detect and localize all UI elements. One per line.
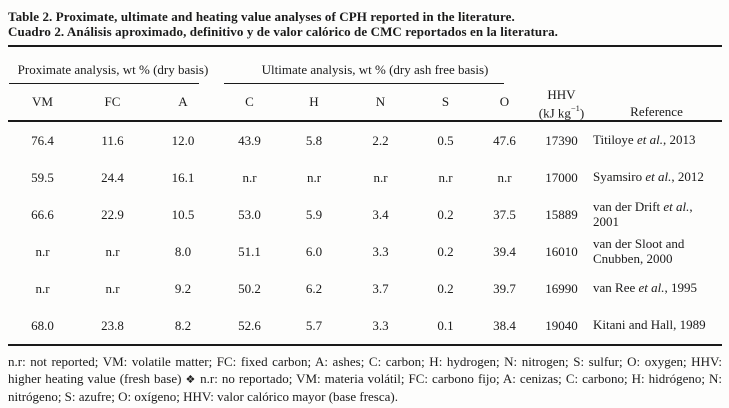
cell-h: 6.0 [305, 243, 323, 259]
cell-o: 47.6 [493, 132, 516, 148]
cell-o: 37.5 [493, 206, 516, 222]
proximate-group-header: Proximate analysis, wt % (dry basis) [8, 46, 218, 84]
footnote-spanish: n.r: no reportado; VM: materia volátil; … [8, 371, 722, 404]
cell-s: 0.2 [437, 206, 454, 222]
cell-o: 39.7 [493, 280, 516, 296]
cell-reference: van Ree et al., 1995 [593, 280, 697, 296]
hhv-unit-superscript: −1 [570, 102, 580, 113]
cell-h: 5.9 [305, 206, 323, 222]
footnote-english: n.r: not reported; VM: volatile matter; … [8, 354, 722, 386]
cell-hhv: 17000 [545, 169, 578, 185]
cell-a: 12.0 [171, 132, 195, 148]
cell-c: 52.6 [218, 307, 281, 346]
cell-hhv: 16990 [545, 280, 578, 296]
cell-vm: 66.6 [31, 206, 54, 222]
cell-vm: 76.4 [31, 132, 54, 148]
cell-c: 50.2 [238, 280, 261, 296]
cell-h: n.r [306, 169, 322, 185]
table-row: 59.5 24.4 16.1 n.r n.r n.r n.r n.r 17000… [8, 159, 722, 196]
cell-s: 0.1 [414, 307, 477, 346]
cell-n: n.r [373, 169, 388, 185]
hhv-label: HHV [547, 86, 576, 102]
cell-h: 5.7 [281, 307, 347, 346]
cell-a: 9.2 [174, 280, 192, 296]
table-footnote: n.r: not reported; VM: volatile matter; … [8, 353, 722, 405]
ultimate-underline [224, 83, 504, 84]
col-header-c: C [218, 84, 281, 122]
cell-s: 0.2 [437, 243, 454, 259]
table-row: 76.4 11.6 12.0 43.9 5.8 2.2 0.5 47.6 173… [8, 121, 722, 159]
cell-a: 16.1 [171, 169, 195, 185]
sub-header-row: VM FC A C H N S O [8, 84, 722, 122]
reference-column-header: Reference [591, 46, 722, 122]
hhv-column-header: HHV (kJ kg−1) [532, 46, 591, 122]
col-header-h: H [281, 84, 347, 122]
analysis-table: Proximate analysis, wt % (dry basis) Ult… [8, 45, 722, 346]
table-row: 68.0 23.8 8.2 52.6 5.7 3.3 0.1 38.4 1904… [8, 307, 722, 346]
col-header-n: N [347, 84, 414, 122]
cell-c: 43.9 [238, 132, 261, 148]
ultimate-group-label: Ultimate analysis, wt % (dry ash free ba… [261, 62, 489, 77]
cell-fc: 22.9 [101, 206, 124, 222]
cell-o: 39.4 [493, 243, 516, 259]
table-title-english: Table 2. Proximate, ultimate and heating… [8, 9, 515, 24]
table-row: n.r n.r 9.2 50.2 6.2 3.7 0.2 39.7 16990 … [8, 270, 722, 307]
cell-hhv: 15889 [545, 206, 578, 222]
cell-reference: van der Drift et al., 2001 [593, 199, 693, 229]
cell-reference: Syamsiro et al., 2012 [593, 169, 704, 185]
table-title-spanish: Cuadro 2. Análisis aproximado, definitiv… [8, 24, 559, 39]
cell-s: n.r [438, 169, 453, 185]
proximate-underline [9, 83, 199, 84]
cell-hhv: 16010 [545, 243, 578, 259]
cell-fc: n.r [105, 243, 120, 259]
table-caption: Table 2. Proximate, ultimate and heating… [8, 9, 722, 39]
cell-fc: 24.4 [101, 169, 124, 185]
cell-c: 53.0 [238, 206, 261, 222]
cell-reference: Titiloye et al., 2013 [593, 132, 696, 148]
table-row: 66.6 22.9 10.5 53.0 5.9 3.4 0.2 37.5 158… [8, 196, 722, 233]
cell-vm: n.r [35, 280, 50, 296]
cell-a: 8.0 [174, 243, 192, 259]
cell-h: 6.2 [305, 280, 323, 296]
cell-s: 0.5 [437, 132, 454, 148]
cell-h: 5.8 [305, 132, 323, 148]
table-header: Proximate analysis, wt % (dry basis) Ult… [8, 46, 722, 122]
cell-fc: 11.6 [101, 132, 124, 148]
col-header-o: O [477, 84, 532, 122]
group-header-row: Proximate analysis, wt % (dry basis) Ult… [8, 46, 722, 122]
hhv-unit: (kJ kg−1) [538, 102, 585, 120]
proximate-group-label: Proximate analysis, wt % (dry basis) [17, 62, 209, 77]
cell-c: 51.1 [238, 243, 261, 259]
col-header-fc: FC [77, 84, 148, 122]
cell-hhv: 17390 [545, 132, 578, 148]
cell-n: 3.4 [372, 206, 389, 222]
cell-o: 38.4 [477, 307, 532, 346]
cell-fc: 23.8 [77, 307, 148, 346]
cell-c: n.r [242, 169, 257, 185]
cell-reference: Kitani and Hall, 1989 [591, 307, 722, 346]
cell-n: 3.3 [372, 243, 389, 259]
table-body: 76.4 11.6 12.0 43.9 5.8 2.2 0.5 47.6 173… [8, 121, 722, 346]
cell-vm: 59.5 [31, 169, 54, 185]
cell-n: 3.7 [372, 280, 389, 296]
cell-s: 0.2 [437, 280, 454, 296]
table-row: n.r n.r 8.0 51.1 6.0 3.3 0.2 39.4 16010 … [8, 233, 722, 270]
col-header-s: S [414, 84, 477, 122]
cell-vm: 68.0 [8, 307, 77, 346]
cell-n: 3.3 [347, 307, 414, 346]
footnote-separator-ornament: ❖ [185, 373, 197, 386]
cell-hhv: 19040 [532, 307, 591, 346]
cell-o: n.r [497, 169, 512, 185]
ultimate-group-header: Ultimate analysis, wt % (dry ash free ba… [218, 46, 532, 84]
col-header-a: A [148, 84, 218, 122]
cell-fc: n.r [105, 280, 120, 296]
cell-reference: van der Sloot and Cnubben, 2000 [593, 236, 685, 266]
col-header-vm: VM [8, 84, 77, 122]
cell-vm: n.r [35, 243, 50, 259]
cell-n: 2.2 [372, 132, 389, 148]
cell-a: 8.2 [148, 307, 218, 346]
cell-a: 10.5 [171, 206, 195, 222]
